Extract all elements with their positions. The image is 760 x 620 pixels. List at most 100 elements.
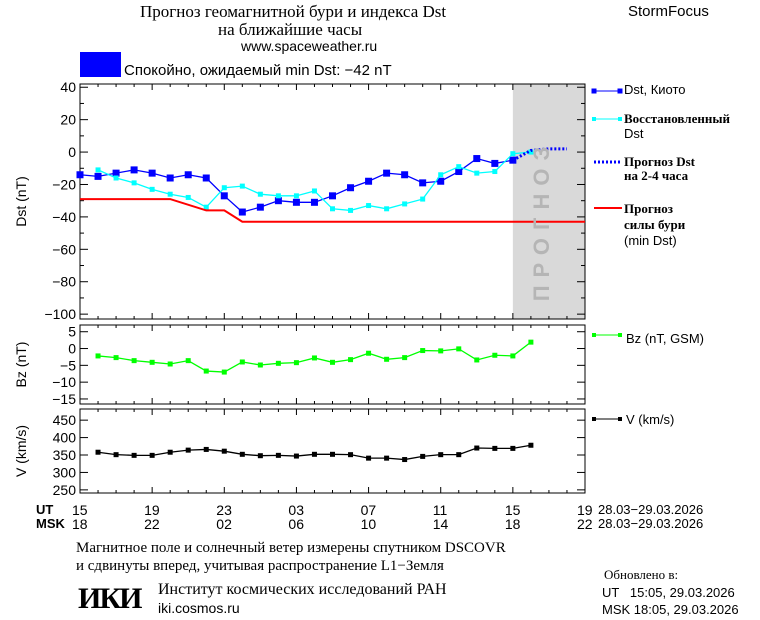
data-point <box>149 452 155 458</box>
series-Bz (nT, GSM) <box>95 339 534 375</box>
data-point <box>257 191 263 197</box>
series-Прогноз силы бури (min Dst) <box>80 198 585 223</box>
data-point <box>257 362 263 368</box>
data-point <box>348 207 354 213</box>
data-point <box>203 368 209 374</box>
data-point <box>491 159 499 167</box>
y-tick-label: 300 <box>53 464 77 480</box>
msk-tick-label: 14 <box>432 516 449 532</box>
data-point <box>420 196 426 202</box>
series-V (km/s) <box>95 442 534 463</box>
msk-tick-label: 18 <box>72 516 88 532</box>
data-point <box>166 174 174 182</box>
y-tick-label: 450 <box>53 412 77 428</box>
data-point <box>456 164 462 170</box>
msk-tick-label: 22 <box>144 516 160 532</box>
legend-swatch-restored-marker <box>618 117 622 121</box>
legend-swatch-dst-kyoto-marker <box>591 88 597 94</box>
y-tick-label: 20 <box>60 112 76 128</box>
data-point <box>95 449 101 455</box>
legend-swatch-v-marker <box>618 417 622 421</box>
data-point <box>528 442 534 448</box>
data-point <box>311 188 317 194</box>
data-point <box>167 361 173 367</box>
series-line <box>80 198 585 223</box>
data-point <box>149 186 155 192</box>
data-point <box>384 206 390 212</box>
y-axis-label: Dst (nT) <box>13 176 29 227</box>
data-point <box>438 348 444 354</box>
data-point <box>292 198 300 206</box>
data-point <box>347 184 355 192</box>
data-point <box>113 452 119 458</box>
msk-tick-label: 06 <box>288 516 304 532</box>
data-point <box>384 455 390 461</box>
updated-label: Обновлено в: <box>604 567 679 582</box>
legend-swatch-bz-marker <box>618 333 622 337</box>
data-point <box>239 451 245 457</box>
institute-name: Институт космических исследований РАН <box>158 581 447 598</box>
data-point <box>474 445 480 451</box>
data-point <box>221 448 227 454</box>
msk-tick-label: 18 <box>504 516 521 532</box>
y-tick-label: −10 <box>52 374 76 390</box>
data-point <box>311 355 317 361</box>
y-tick-label: −100 <box>44 306 76 322</box>
data-point <box>113 175 119 181</box>
brand-name: StormFocus <box>628 3 709 20</box>
data-point <box>492 352 498 358</box>
legend-storm-2: силы бури <box>624 217 686 232</box>
ut-tick-label: 07 <box>360 502 377 518</box>
footer-note-2: и сдвинуты вперед, учитывая распростране… <box>76 558 444 574</box>
series-line <box>512 147 567 162</box>
data-point <box>239 183 245 189</box>
data-point <box>402 457 408 463</box>
msk-tick-label: 02 <box>216 516 232 532</box>
ut-tick-label: 03 <box>288 502 304 518</box>
data-point <box>492 445 498 451</box>
status-indicator <box>80 52 121 77</box>
data-point <box>202 174 210 182</box>
legend-dst-kyoto: Dst, Киото <box>624 82 686 97</box>
data-point <box>348 452 354 458</box>
data-point <box>293 193 299 199</box>
y-tick-label: −5 <box>60 357 76 373</box>
institute-url[interactable]: iki.cosmos.ru <box>158 600 240 616</box>
y-tick-label: −40 <box>52 209 76 225</box>
data-point <box>492 169 498 175</box>
data-point <box>148 169 156 177</box>
msk-label: MSK <box>36 516 65 531</box>
y-tick-label: −20 <box>52 176 76 192</box>
series-Восстановленный Dst <box>95 149 534 213</box>
data-point <box>167 449 173 455</box>
data-point <box>365 177 373 185</box>
footer-note-1: Магнитное поле и солнечный ветер измерен… <box>76 540 506 556</box>
ut-tick-label: 19 <box>144 502 160 518</box>
legend-bz: Bz (nT, GSM) <box>626 331 705 346</box>
site-url[interactable]: www.spaceweather.ru <box>241 38 378 54</box>
y-tick-label: −60 <box>52 241 76 257</box>
legend-storm-3: (min Dst) <box>624 233 677 248</box>
y-tick-label: 400 <box>53 430 77 446</box>
data-point <box>95 353 101 359</box>
data-point <box>510 445 516 451</box>
data-point <box>203 446 209 452</box>
data-point <box>419 179 427 187</box>
y-tick-label: 40 <box>60 79 76 95</box>
data-point <box>293 360 299 366</box>
y-tick-label: −80 <box>52 274 76 290</box>
data-point <box>510 353 516 359</box>
data-point <box>94 172 102 180</box>
legend-v: V (km/s) <box>626 412 675 427</box>
legend-forecast-2: на 2-4 часа <box>624 168 689 183</box>
data-point <box>220 192 228 200</box>
legend-restored-2: Dst <box>624 126 644 141</box>
data-point <box>366 350 372 356</box>
data-point <box>330 359 335 365</box>
page-subtitle: на ближайшие часы <box>218 20 363 39</box>
y-tick-label: 5 <box>68 324 76 340</box>
data-point <box>311 451 317 457</box>
data-point <box>131 452 137 458</box>
data-point <box>402 355 408 361</box>
legend-swatch-dst-kyoto-marker <box>617 88 623 94</box>
